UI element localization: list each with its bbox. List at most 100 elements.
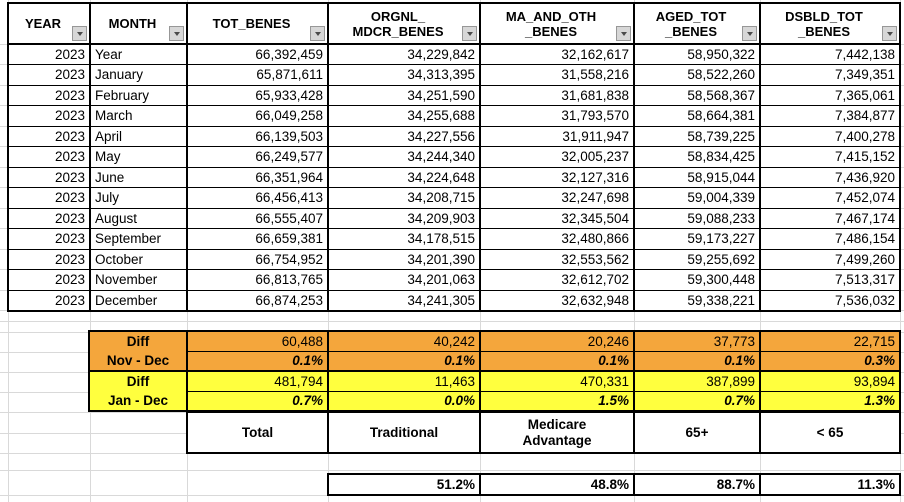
cell-tot-benes[interactable]: 66,456,413 bbox=[186, 187, 329, 209]
cell-aged-tot-benes[interactable]: 58,950,322 bbox=[633, 43, 761, 65]
header-cell-aged-tot-benes[interactable]: AGED_TOT _BENES bbox=[633, 2, 761, 45]
cell-dsbld-tot-benes[interactable]: 7,415,152 bbox=[759, 146, 901, 168]
cell-ma-and-oth-benes[interactable]: 32,162,617 bbox=[479, 43, 635, 65]
cell-dsbld-tot-benes[interactable]: 7,486,154 bbox=[759, 228, 901, 250]
cell-ma-and-oth-benes[interactable]: 32,632,948 bbox=[479, 289, 635, 312]
cell-month[interactable]: June bbox=[89, 166, 188, 188]
cell-tot-benes[interactable]: 65,933,428 bbox=[186, 84, 329, 106]
header-cell-orgnl-mdcr-benes[interactable]: ORGNL_ MDCR_BENES bbox=[327, 2, 481, 45]
cell-dsbld-tot-benes[interactable]: 7,384,877 bbox=[759, 105, 901, 127]
cell-aged-tot-benes[interactable]: 59,338,221 bbox=[633, 289, 761, 312]
cell[interactable]: 0.7% bbox=[633, 390, 761, 412]
share-65-plus[interactable]: 88.7% bbox=[633, 473, 761, 496]
cell-tot-benes[interactable]: 66,049,258 bbox=[186, 105, 329, 127]
cell[interactable]: 11,463 bbox=[327, 370, 481, 392]
header-cell-dsbld-tot-benes[interactable]: DSBLD_TOT _BENES bbox=[759, 2, 901, 45]
cell-year[interactable]: 2023 bbox=[7, 248, 91, 270]
cell-tot-benes[interactable]: 66,754,952 bbox=[186, 248, 329, 270]
header-cell-year[interactable]: YEAR bbox=[7, 2, 91, 45]
cell-month[interactable]: April bbox=[89, 125, 188, 147]
cell[interactable]: 0.1% bbox=[479, 350, 635, 372]
cell-aged-tot-benes[interactable]: 59,300,448 bbox=[633, 269, 761, 291]
cell-orgnl-mdcr-benes[interactable]: 34,255,688 bbox=[327, 105, 481, 127]
cell[interactable]: 0.0% bbox=[327, 390, 481, 412]
cell-ma-and-oth-benes[interactable]: 31,681,838 bbox=[479, 84, 635, 106]
cell-year[interactable]: 2023 bbox=[7, 125, 91, 147]
cell-month[interactable]: Year bbox=[89, 43, 188, 65]
cell-year[interactable]: 2023 bbox=[7, 166, 91, 188]
cell-ma-and-oth-benes[interactable]: 32,247,698 bbox=[479, 187, 635, 209]
cell-aged-tot-benes[interactable]: 59,173,227 bbox=[633, 228, 761, 250]
filter-dropdown-button[interactable] bbox=[462, 26, 477, 41]
cell-year[interactable]: 2023 bbox=[7, 84, 91, 106]
header-cell-ma-and-oth-benes[interactable]: MA_AND_OTH _BENES bbox=[479, 2, 635, 45]
cell-ma-and-oth-benes[interactable]: 32,553,562 bbox=[479, 248, 635, 270]
cell-dsbld-tot-benes[interactable]: 7,536,032 bbox=[759, 289, 901, 312]
cell-dsbld-tot-benes[interactable]: 7,349,351 bbox=[759, 64, 901, 86]
cell-tot-benes[interactable]: 66,351,964 bbox=[186, 166, 329, 188]
cell[interactable]: 0.7% bbox=[186, 390, 329, 412]
cell-tot-benes[interactable]: 66,659,381 bbox=[186, 228, 329, 250]
cell-dsbld-tot-benes[interactable]: 7,442,138 bbox=[759, 43, 901, 65]
category-traditional[interactable]: Traditional bbox=[327, 411, 481, 454]
filter-dropdown-button[interactable] bbox=[72, 26, 87, 41]
cell-tot-benes[interactable]: 66,874,253 bbox=[186, 289, 329, 312]
cell-orgnl-mdcr-benes[interactable]: 34,178,515 bbox=[327, 228, 481, 250]
filter-dropdown-button[interactable] bbox=[169, 26, 184, 41]
cell-aged-tot-benes[interactable]: 58,739,225 bbox=[633, 125, 761, 147]
cell-ma-and-oth-benes[interactable]: 32,480,866 bbox=[479, 228, 635, 250]
cell-month[interactable]: May bbox=[89, 146, 188, 168]
cell[interactable]: 470,331 bbox=[479, 370, 635, 392]
cell-tot-benes[interactable]: 66,555,407 bbox=[186, 207, 329, 229]
cell[interactable]: 93,894 bbox=[759, 370, 901, 392]
cell-aged-tot-benes[interactable]: 58,568,367 bbox=[633, 84, 761, 106]
filter-dropdown-button[interactable] bbox=[742, 26, 757, 41]
cell-year[interactable]: 2023 bbox=[7, 228, 91, 250]
cell-year[interactable]: 2023 bbox=[7, 269, 91, 291]
cell-month[interactable]: January bbox=[89, 64, 188, 86]
cell-ma-and-oth-benes[interactable]: 31,558,216 bbox=[479, 64, 635, 86]
filter-dropdown-button[interactable] bbox=[310, 26, 325, 41]
diff-nov-dec-label-cell[interactable]: Diff Nov - Dec bbox=[88, 330, 188, 372]
cell-tot-benes[interactable]: 66,392,459 bbox=[186, 43, 329, 65]
cell-month[interactable]: October bbox=[89, 248, 188, 270]
cell[interactable]: 40,242 bbox=[327, 330, 481, 352]
cell-month[interactable]: August bbox=[89, 207, 188, 229]
cell-month[interactable]: March bbox=[89, 105, 188, 127]
cell-aged-tot-benes[interactable]: 58,664,381 bbox=[633, 105, 761, 127]
cell-orgnl-mdcr-benes[interactable]: 34,201,390 bbox=[327, 248, 481, 270]
cell[interactable]: 20,246 bbox=[479, 330, 635, 352]
share-medicare-advantage[interactable]: 48.8% bbox=[479, 473, 635, 496]
cell-aged-tot-benes[interactable]: 58,834,425 bbox=[633, 146, 761, 168]
cell-month[interactable]: November bbox=[89, 269, 188, 291]
cell-month[interactable]: September bbox=[89, 228, 188, 250]
cell-dsbld-tot-benes[interactable]: 7,499,260 bbox=[759, 248, 901, 270]
cell-orgnl-mdcr-benes[interactable]: 34,313,395 bbox=[327, 64, 481, 86]
cell-orgnl-mdcr-benes[interactable]: 34,244,340 bbox=[327, 146, 481, 168]
cell[interactable]: 0.1% bbox=[327, 350, 481, 372]
cell-dsbld-tot-benes[interactable]: 7,365,061 bbox=[759, 84, 901, 106]
cell-orgnl-mdcr-benes[interactable]: 34,224,648 bbox=[327, 166, 481, 188]
cell-month[interactable]: July bbox=[89, 187, 188, 209]
cell-aged-tot-benes[interactable]: 59,255,692 bbox=[633, 248, 761, 270]
cell[interactable]: 1.5% bbox=[479, 390, 635, 412]
cell-orgnl-mdcr-benes[interactable]: 34,201,063 bbox=[327, 269, 481, 291]
category-medicare-advantage[interactable]: Medicare Advantage bbox=[479, 411, 635, 454]
cell-month[interactable]: February bbox=[89, 84, 188, 106]
cell-dsbld-tot-benes[interactable]: 7,436,920 bbox=[759, 166, 901, 188]
cell-dsbld-tot-benes[interactable]: 7,467,174 bbox=[759, 207, 901, 229]
cell-aged-tot-benes[interactable]: 59,088,233 bbox=[633, 207, 761, 229]
header-cell-tot-benes[interactable]: TOT_BENES bbox=[186, 2, 329, 45]
cell-orgnl-mdcr-benes[interactable]: 34,209,903 bbox=[327, 207, 481, 229]
cell-year[interactable]: 2023 bbox=[7, 289, 91, 312]
cell[interactable]: 387,899 bbox=[633, 370, 761, 392]
cell[interactable]: 481,794 bbox=[186, 370, 329, 392]
category-total[interactable]: Total bbox=[186, 411, 329, 454]
cell-tot-benes[interactable]: 66,139,503 bbox=[186, 125, 329, 147]
cell-ma-and-oth-benes[interactable]: 32,345,504 bbox=[479, 207, 635, 229]
share-traditional[interactable]: 51.2% bbox=[327, 473, 481, 496]
cell-ma-and-oth-benes[interactable]: 32,612,702 bbox=[479, 269, 635, 291]
cell-orgnl-mdcr-benes[interactable]: 34,229,842 bbox=[327, 43, 481, 65]
cell-ma-and-oth-benes[interactable]: 32,005,237 bbox=[479, 146, 635, 168]
cell-aged-tot-benes[interactable]: 58,522,260 bbox=[633, 64, 761, 86]
